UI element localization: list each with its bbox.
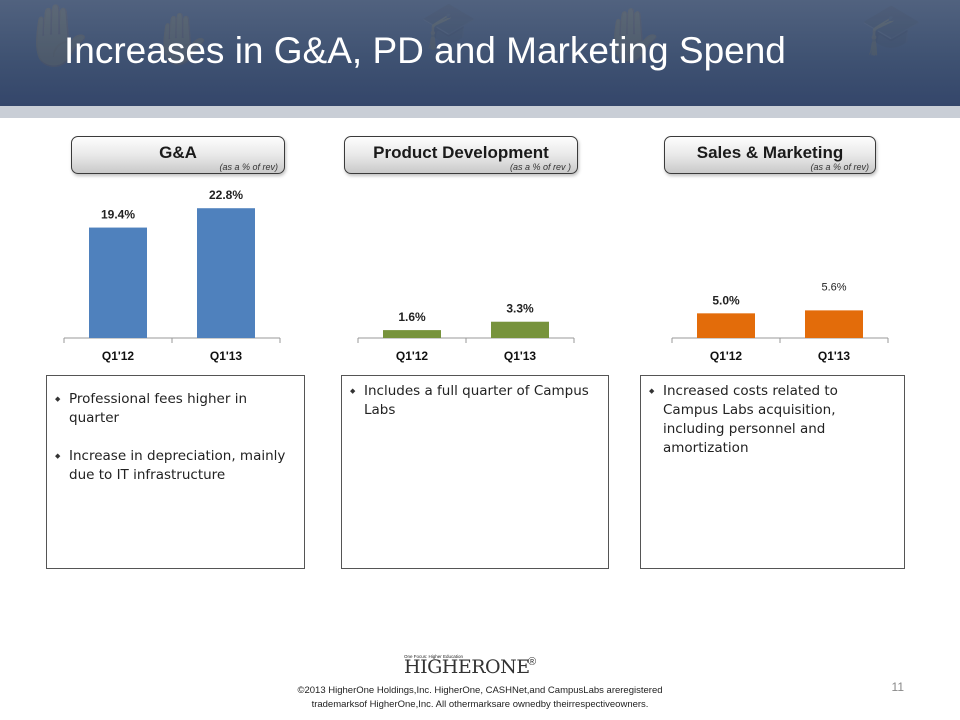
bar-q1-12 — [383, 330, 441, 338]
page-title: Increases in G&A, PD and Marketing Spend — [64, 30, 786, 71]
pd-bar-chart: 1.6% Q1'12 3.3% Q1'13 — [357, 302, 575, 363]
copyright-line-2: trademarksof HigherOne,Inc. All othermar… — [311, 699, 649, 710]
decorative-hand-icon: ✋ — [20, 1, 95, 71]
bar-q1-13 — [805, 310, 863, 338]
sm-notes-list: Increased costs related to Campus Labs a… — [641, 376, 904, 458]
x-tick-label: Q1'13 — [818, 349, 851, 363]
sm-notes-box: Increased costs related to Campus Labs a… — [640, 375, 905, 569]
title-banner: ✋ ✋ 🎓 ✋ 🎓 Increases in G&A, PD and Marke… — [0, 0, 960, 106]
logo-wordmark: HIGHERONE — [404, 656, 530, 678]
x-tick-label: Q1'12 — [710, 349, 743, 363]
ga-bar-chart: 19.4% Q1'12 22.8% Q1'13 — [63, 188, 281, 363]
pd-note-1: Includes a full quarter of Campus Labs — [350, 382, 600, 420]
logo-registered-mark: ® — [528, 656, 537, 668]
copyright-notice: ©2013 HigherOne Holdings,Inc. HigherOne,… — [0, 684, 960, 712]
ga-note-2: Increase in depreciation, mainly due to … — [55, 447, 296, 485]
sm-note-1: Increased costs related to Campus Labs a… — [649, 382, 896, 458]
data-label: 3.3% — [506, 302, 534, 316]
data-label: 5.6% — [821, 281, 846, 293]
x-tick-label: Q1'12 — [396, 349, 429, 363]
ga-notes-list: Professional fees higher in quarter Incr… — [47, 376, 304, 485]
header-ga-title: G&A — [159, 143, 197, 162]
x-tick-label: Q1'13 — [210, 349, 243, 363]
decorative-cap-icon: 🎓 — [860, 0, 923, 58]
header-pd-subtitle: (as a % of rev ) — [509, 162, 571, 172]
header-ga-subtitle: (as a % of rev) — [219, 162, 278, 172]
x-tick-label: Q1'12 — [102, 349, 135, 363]
x-tick-label: Q1'13 — [504, 349, 537, 363]
data-label: 19.4% — [101, 208, 135, 222]
decorative-cap-icon: 🎓 — [420, 0, 478, 52]
data-label: 22.8% — [209, 188, 243, 202]
bar-q1-13 — [197, 208, 255, 338]
data-label: 1.6% — [398, 310, 426, 324]
header-pd-title: Product Development — [373, 143, 549, 162]
header-ga: G&A (as a % of rev) — [71, 136, 285, 174]
bar-q1-12 — [697, 313, 755, 338]
header-sales-marketing: Sales & Marketing (as a % of rev) — [664, 136, 876, 174]
data-label: 5.0% — [712, 293, 740, 307]
header-product-development: Product Development (as a % of rev ) — [344, 136, 578, 174]
bar-q1-13 — [491, 321, 549, 338]
decorative-hand-icon: ✋ — [600, 6, 665, 66]
pd-notes-box: Includes a full quarter of Campus Labs — [341, 375, 609, 569]
sm-bar-chart: 5.0% Q1'12 5.6% Q1'13 — [671, 281, 889, 363]
ga-notes-box: Professional fees higher in quarter Incr… — [46, 375, 305, 569]
header-sm-title: Sales & Marketing — [696, 143, 844, 162]
decorative-hand-icon: ✋ — [150, 10, 213, 68]
pd-notes-list: Includes a full quarter of Campus Labs — [342, 376, 608, 420]
higher-one-logo: One Focus: Higher Education HIGHERONE ® — [404, 648, 554, 680]
ga-note-1: Professional fees higher in quarter — [55, 390, 296, 428]
copyright-line-1: ©2013 HigherOne Holdings,Inc. HigherOne,… — [297, 685, 663, 696]
bar-q1-12 — [89, 227, 147, 338]
logo-tagline: One Focus: Higher Education — [404, 654, 464, 659]
page-number: 11 — [891, 680, 904, 694]
header-sm-subtitle: (as a % of rev) — [810, 162, 869, 172]
banner-divider — [0, 106, 960, 118]
